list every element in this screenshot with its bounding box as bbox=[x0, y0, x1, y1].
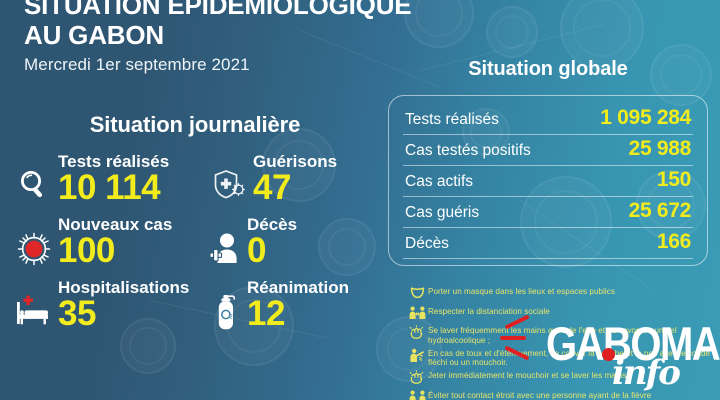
row-label: Cas guéris bbox=[405, 204, 480, 221]
stat-label: Hospitalisations bbox=[58, 278, 190, 297]
bg-virus-blob bbox=[650, 44, 712, 106]
table-row: Cas actifs 150 bbox=[403, 166, 693, 197]
list-item: Jeter immédiatement le mouchoir et se la… bbox=[406, 370, 720, 387]
face-mask-icon bbox=[406, 286, 428, 303]
list-item-text: En cas de toux et d'éternuement, se couv… bbox=[428, 348, 711, 368]
row-label: Cas testés positifs bbox=[405, 142, 531, 159]
bg-virus-blob bbox=[560, 0, 644, 70]
table-row: Cas guéris 25 672 bbox=[403, 197, 693, 228]
bg-virus-blob bbox=[486, 6, 538, 58]
table-row: Décès 166 bbox=[403, 228, 693, 259]
list-item-text: Respecter la distanciation sociale bbox=[428, 306, 550, 316]
logo-wordmark: GABOMA bbox=[546, 318, 720, 371]
stat-label: Décès bbox=[247, 215, 298, 234]
list-item: Se laver fréquemment les mains avec de l… bbox=[406, 325, 720, 345]
stat-value: 12 bbox=[247, 294, 285, 333]
logo-dot bbox=[602, 348, 615, 361]
report-date: Mercredi 1er septembre 2021 bbox=[24, 55, 250, 74]
magnifier-icon bbox=[10, 152, 58, 202]
stat-guerisons: Guérisons 47 bbox=[205, 152, 380, 206]
list-item-text: Porter un masque dans les lieux et espac… bbox=[428, 287, 615, 296]
row-value: 25 672 bbox=[628, 199, 692, 222]
stat-text: Décès 0 bbox=[247, 215, 297, 269]
stat-value: 35 bbox=[58, 294, 96, 333]
stat-value: 100 bbox=[58, 231, 115, 270]
stat-reanimation: 2 Réanimation 12 bbox=[205, 278, 380, 332]
virus-icon bbox=[10, 215, 58, 267]
stat-label: Réanimation bbox=[247, 278, 350, 297]
daily-stats-row: Nouveaux cas 100 Décès bbox=[0, 215, 380, 269]
stat-value: 10 114 bbox=[58, 168, 161, 207]
prevention-measures-list: Porter un masque dans les lieux et espac… bbox=[406, 286, 720, 400]
list-item-text: Se laver fréquemment les mains avec de l… bbox=[428, 326, 677, 345]
list-item-text: Jeter immédiatement le mouchoir et se la… bbox=[428, 371, 631, 381]
stat-label: Guérisons bbox=[253, 152, 338, 171]
row-value: 25 988 bbox=[628, 137, 692, 160]
bg-virus-blob bbox=[120, 318, 176, 374]
stat-value: 0 bbox=[247, 231, 266, 270]
list-item: Porter un masque dans les lieux et espac… bbox=[406, 286, 720, 303]
daily-stats-row: Tests réalisés 10 114 bbox=[0, 152, 380, 206]
table-row: Tests réalisés 1 095 284 bbox=[403, 104, 693, 135]
table-row: Cas testés positifs 25 988 bbox=[403, 135, 693, 166]
row-value: 150 bbox=[656, 168, 691, 191]
list-item: Respecter la distanciation sociale bbox=[406, 306, 720, 323]
social-distance-icon bbox=[406, 306, 428, 323]
bg-virus-blob bbox=[318, 218, 376, 276]
stat-text: Hospitalisations 35 bbox=[58, 278, 189, 332]
row-label: Tests réalisés bbox=[405, 111, 499, 128]
row-label: Cas actifs bbox=[405, 173, 474, 190]
list-item: Éviter tout contact étroit avec une pers… bbox=[406, 390, 720, 400]
page-title-line1: SITUATION EPIDEMIOLOGIQUE bbox=[24, 0, 412, 20]
global-situation-section: Situation globale Tests réalisés 1 095 2… bbox=[388, 58, 708, 266]
bg-virus-blob bbox=[404, 0, 474, 48]
bg-virus-blob bbox=[462, 108, 510, 156]
tissue-discard-icon bbox=[406, 370, 428, 387]
stat-value: 47 bbox=[253, 168, 291, 207]
row-value: 166 bbox=[656, 230, 691, 253]
stat-nouveaux-cas: Nouveaux cas 100 bbox=[0, 215, 205, 269]
person-cross-icon bbox=[205, 215, 247, 265]
avoid-contact-icon bbox=[406, 390, 428, 400]
daily-situation-section: Situation journalière Tests réalisés 10 … bbox=[0, 112, 380, 332]
daily-situation-title: Situation journalière bbox=[89, 112, 301, 137]
stat-text: Tests réalisés 10 114 bbox=[58, 152, 169, 206]
row-value: 1 095 284 bbox=[600, 106, 691, 129]
list-item: En cas de toux et d'éternuement, se couv… bbox=[406, 348, 720, 368]
stat-label: Nouveaux cas bbox=[58, 215, 173, 234]
hospital-bed-icon bbox=[10, 278, 58, 328]
daily-stats-row: Hospitalisations 35 2 bbox=[0, 278, 380, 332]
page-title-line2: AU GABON bbox=[24, 20, 164, 50]
bg-virus-blob bbox=[262, 128, 336, 202]
global-stats-table: Tests réalisés 1 095 284 Cas testés posi… bbox=[388, 95, 708, 266]
row-label: Décès bbox=[405, 235, 449, 252]
cough-elbow-icon bbox=[406, 348, 428, 365]
wash-hands-icon bbox=[406, 325, 428, 342]
stat-text: Réanimation 12 bbox=[247, 278, 349, 332]
stat-label: Tests réalisés bbox=[58, 152, 170, 171]
global-situation-title: Situation globale bbox=[468, 58, 628, 80]
header: SITUATION EPIDEMIOLOGIQUE AU GABON Mercr… bbox=[24, 0, 412, 76]
stat-hospitalisations: Hospitalisations 35 bbox=[0, 278, 205, 332]
stat-text: Nouveaux cas 100 bbox=[58, 215, 172, 269]
logo-dash bbox=[500, 336, 526, 340]
oxygen-tank-icon: 2 bbox=[205, 278, 247, 332]
svg-text:2: 2 bbox=[229, 314, 233, 320]
daily-stats-grid: Tests réalisés 10 114 bbox=[0, 152, 380, 332]
list-item-text: Éviter tout contact étroit avec une pers… bbox=[428, 390, 652, 400]
bg-virus-blob bbox=[520, 176, 612, 268]
stat-deces: Décès 0 bbox=[205, 215, 380, 269]
gaboma-info-logo[interactable]: GABOMA info bbox=[500, 314, 720, 400]
logo-tagline: info bbox=[612, 353, 681, 393]
stat-text: Guérisons 47 bbox=[253, 152, 337, 206]
shield-cross-virus-icon bbox=[205, 152, 253, 202]
stat-tests-realises: Tests réalisés 10 114 bbox=[0, 152, 205, 206]
bg-virus-blob bbox=[376, 316, 442, 382]
